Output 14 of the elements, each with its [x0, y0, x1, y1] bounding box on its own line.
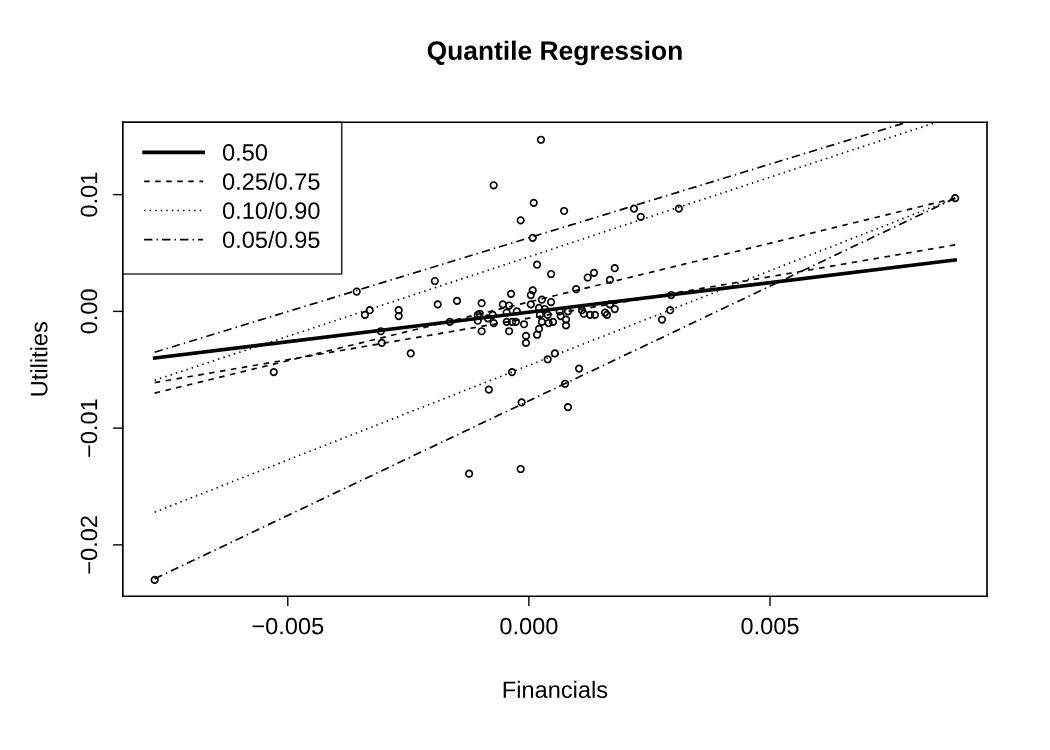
x-tick-label: −0.005 — [252, 617, 324, 635]
x-tick-label: 0.005 — [741, 617, 799, 635]
y-axis-title: Utilities — [30, 322, 48, 396]
y-tick-label: −0.02 — [80, 516, 98, 574]
legend-label: 0.25/0.75 — [222, 172, 320, 190]
legend-label: 0.05/0.95 — [222, 230, 320, 249]
legend-label: 0.50 — [222, 144, 268, 161]
x-tick-label: 0.000 — [500, 617, 558, 635]
legend-label: 0.10/0.90 — [222, 201, 320, 220]
x-axis-title: Financials — [503, 680, 608, 699]
y-tick-label: 0.00 — [80, 289, 98, 334]
y-tick-label: −0.01 — [80, 399, 98, 457]
y-tick-label: 0.01 — [80, 172, 98, 217]
chart-title: Quantile Regression — [427, 40, 682, 66]
